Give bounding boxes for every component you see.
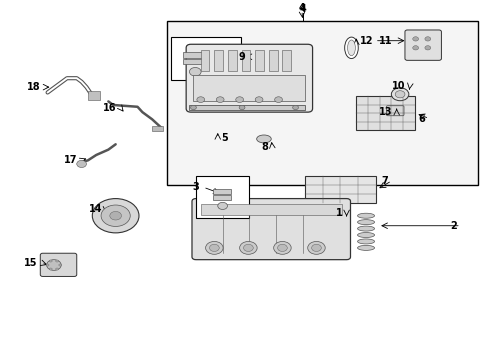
Circle shape (390, 88, 408, 101)
Bar (241, 50, 250, 71)
Ellipse shape (347, 40, 355, 56)
Bar (183, 52, 204, 58)
Circle shape (217, 202, 227, 210)
Text: 14: 14 (88, 204, 102, 214)
Circle shape (49, 260, 52, 262)
Text: 10: 10 (392, 81, 405, 91)
Text: 9: 9 (238, 52, 245, 62)
Text: 6: 6 (418, 113, 425, 123)
Text: 2: 2 (449, 221, 456, 231)
Bar (188, 105, 305, 111)
Bar (268, 50, 277, 71)
FancyBboxPatch shape (186, 44, 312, 112)
Circle shape (274, 97, 282, 103)
Ellipse shape (256, 135, 271, 143)
Bar (255, 50, 264, 71)
Text: 17: 17 (64, 156, 78, 165)
Circle shape (205, 242, 223, 254)
Ellipse shape (344, 37, 358, 59)
Text: 13: 13 (379, 107, 392, 117)
Ellipse shape (357, 239, 374, 244)
Bar (193, 75, 305, 102)
Circle shape (424, 37, 430, 41)
Circle shape (394, 91, 404, 98)
Bar (201, 50, 209, 71)
Bar (152, 126, 163, 131)
FancyBboxPatch shape (192, 199, 350, 260)
Text: 12: 12 (360, 36, 373, 46)
Circle shape (424, 46, 430, 50)
Circle shape (46, 264, 49, 266)
Circle shape (77, 160, 86, 167)
Text: 8: 8 (261, 142, 268, 152)
Bar (96, 215, 135, 224)
Ellipse shape (357, 233, 374, 238)
Text: 11: 11 (378, 36, 391, 46)
Bar (183, 59, 204, 64)
FancyBboxPatch shape (386, 106, 403, 116)
Bar (356, 96, 414, 130)
Bar (170, 37, 241, 80)
Circle shape (197, 97, 204, 103)
Bar (282, 50, 290, 71)
Circle shape (292, 105, 298, 110)
Text: 16: 16 (103, 103, 116, 113)
Ellipse shape (357, 226, 374, 231)
Circle shape (255, 97, 263, 103)
Circle shape (239, 105, 244, 110)
Circle shape (46, 260, 61, 270)
Bar (196, 176, 249, 217)
Circle shape (56, 268, 59, 270)
Bar (227, 50, 236, 71)
Text: 7: 7 (381, 176, 387, 186)
Ellipse shape (357, 213, 374, 218)
Circle shape (311, 244, 321, 251)
Circle shape (412, 46, 418, 50)
Circle shape (239, 242, 257, 254)
Bar (166, 21, 477, 185)
Text: 3: 3 (192, 182, 199, 192)
Circle shape (209, 244, 219, 251)
Bar (214, 50, 223, 71)
Bar (212, 195, 231, 200)
Text: 1: 1 (335, 208, 342, 218)
Text: 18: 18 (27, 82, 40, 92)
Circle shape (277, 244, 287, 251)
Bar (88, 91, 100, 100)
Text: 4: 4 (298, 3, 305, 13)
Circle shape (216, 97, 224, 103)
Circle shape (412, 37, 418, 41)
FancyBboxPatch shape (404, 30, 441, 60)
Circle shape (101, 205, 130, 226)
Circle shape (49, 268, 52, 270)
Circle shape (189, 67, 201, 76)
Circle shape (92, 199, 139, 233)
Ellipse shape (357, 220, 374, 225)
Circle shape (307, 242, 325, 254)
Circle shape (59, 264, 61, 266)
Text: 5: 5 (221, 133, 228, 143)
Circle shape (56, 260, 59, 262)
Circle shape (273, 242, 290, 254)
Ellipse shape (357, 246, 374, 250)
Circle shape (190, 105, 196, 110)
Bar (212, 189, 231, 194)
Bar (201, 204, 341, 215)
FancyBboxPatch shape (40, 253, 77, 276)
Text: 15: 15 (24, 258, 37, 268)
Text: 4: 4 (299, 4, 305, 14)
Circle shape (243, 244, 253, 251)
Circle shape (235, 97, 243, 103)
Bar (305, 176, 375, 203)
Circle shape (110, 211, 121, 220)
